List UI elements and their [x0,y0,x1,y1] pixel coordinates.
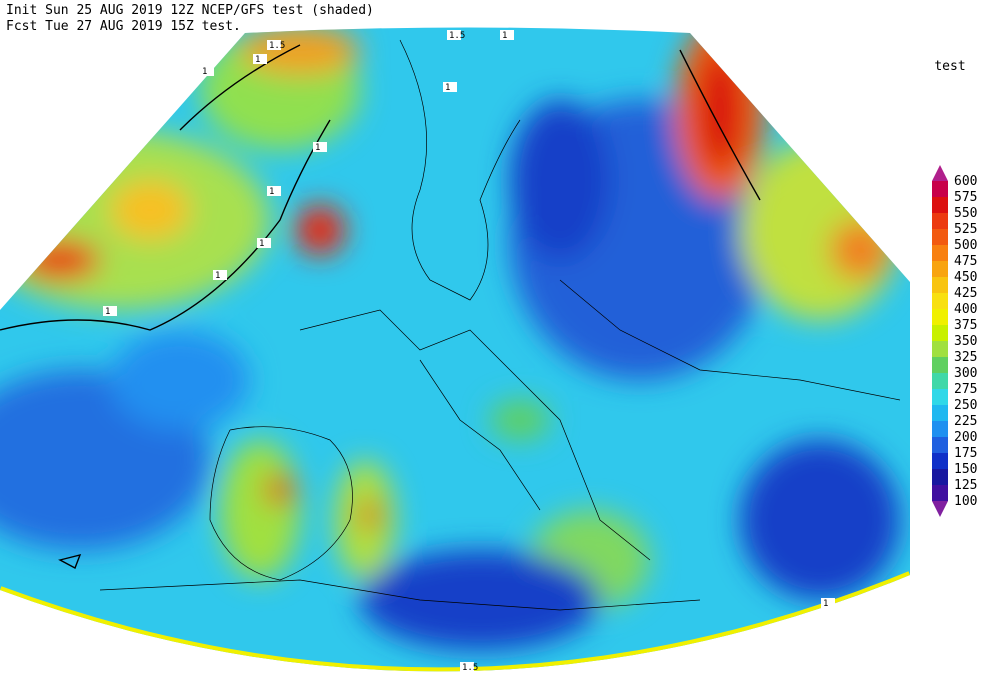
colorbar-box [932,341,948,357]
colorbar-box [932,245,948,261]
colorbar-label: 500 [954,238,977,253]
colorbar-box [932,309,948,325]
contour-label: 1 [502,31,507,41]
colorbar-label: 350 [954,334,977,349]
colorbar: 6005755505255004754504254003753503253002… [932,165,977,517]
colorbar-label: 575 [954,190,977,205]
colorbar-label: 325 [954,350,977,365]
colorbar-label: 275 [954,382,977,397]
colorbar-label: 525 [954,222,977,237]
contour-label: 1 [259,239,264,249]
contour-label-bg [267,186,281,196]
contour-label: 1.5 [462,663,478,673]
colorbar-box [932,213,948,229]
colorbar-box [932,357,948,373]
map [0,27,910,672]
colorbar-box [932,197,948,213]
contour-label: 1 [105,307,110,317]
colorbar-box [932,485,948,501]
contour-label-bg [267,40,281,50]
contour-label: 1 [823,599,828,609]
colorbar-box [932,261,948,277]
colorbar-label: 125 [954,478,977,493]
contour-label: 1 [202,67,207,77]
contour-label-bg [460,662,474,672]
contour-label-bg [257,238,271,248]
contour-label-bg [253,54,267,64]
header-line: Init Sun 25 AUG 2019 12Z NCEP/GFS test (… [6,3,374,18]
contour-label-bg [213,270,227,280]
contour-label-bg [500,30,514,40]
colorbar-label: 300 [954,366,977,381]
contour-label: 1 [255,55,260,65]
contour-label: 1 [445,83,450,93]
contour-label: 1.5 [269,41,285,51]
colorbar-label: 425 [954,286,977,301]
colorbar-box [932,373,948,389]
colorbar-box [932,325,948,341]
colorbar-box [932,229,948,245]
contour-label: 1.5 [449,31,465,41]
colorbar-box [932,469,948,485]
contour-label-bg [200,66,214,76]
colorbar-triangle [932,165,948,181]
colorbar-box [932,181,948,197]
colorbar-label: 600 [954,174,977,189]
colorbar-label: 475 [954,254,977,269]
contour-label: 1 [215,271,220,281]
colorbar-label: 450 [954,270,977,285]
colorbar-label: 250 [954,398,977,413]
colorbar-box [932,437,948,453]
colorbar-label: 550 [954,206,977,221]
colorbar-label: 400 [954,302,977,317]
colorbar-box [932,277,948,293]
colorbar-box [932,421,948,437]
contour-labels: 1.5 1 1 1.5 1 1 1 1 1 1 1 1.5 1 [103,30,835,673]
contour-label-bg [103,306,117,316]
contour-label-bg [821,598,835,608]
contour-label: 1 [315,143,320,153]
colorbar-label: 150 [954,462,977,477]
colorbar-box [932,293,948,309]
contour-label-bg [443,82,457,92]
colorbar-box [932,389,948,405]
colorbar-label: 200 [954,430,977,445]
contour-label-bg [447,30,461,40]
colorbar-box [932,453,948,469]
colorbar-label: 225 [954,414,977,429]
colorbar-label: 100 [954,494,977,509]
legend-title: test [934,59,965,74]
contour-label: 1 [269,187,274,197]
colorbar-triangle [932,501,948,517]
colorbar-label: 375 [954,318,977,333]
header-line: Fcst Tue 27 AUG 2019 15Z test. [6,19,241,34]
colorbar-label: 175 [954,446,977,461]
contour-label-bg [313,142,327,152]
colorbar-box [932,405,948,421]
